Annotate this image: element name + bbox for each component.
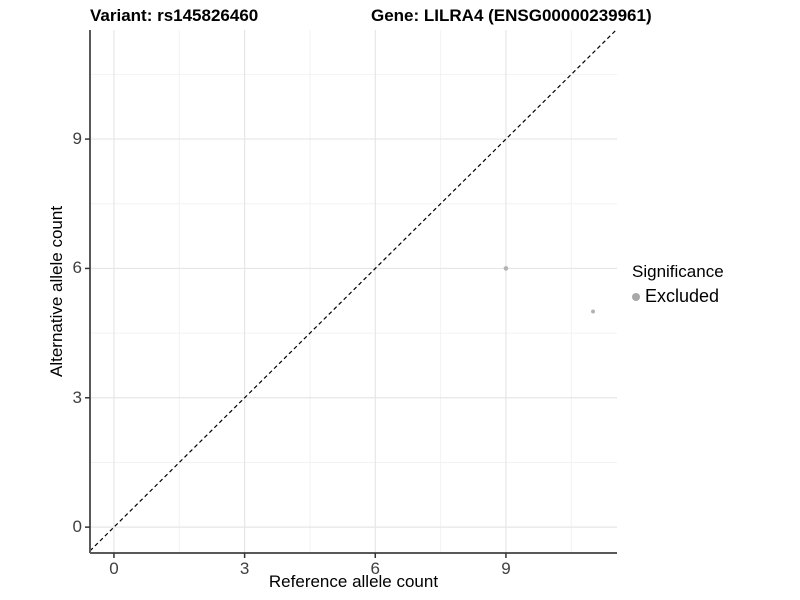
x-tick-label: 0 (109, 559, 119, 578)
y-tick-label: 0 (72, 517, 82, 537)
plot-panel (85, 29, 617, 558)
legend-point-icon (632, 292, 640, 301)
y-tick-label: 3 (72, 387, 82, 407)
legend-item-label: Excluded (645, 286, 720, 306)
legend: Significance Excluded (632, 262, 724, 307)
legend-item-excluded: Excluded (632, 286, 724, 307)
y-tick-label: 9 (72, 129, 82, 149)
identity-line (89, 29, 617, 552)
legend-title: Significance (632, 262, 724, 281)
plot-title-variant: Variant: rs145826460 (90, 6, 259, 25)
plot-title-gene: Gene: LILRA4 (ENSG00000239961) (371, 6, 652, 25)
x-tick-label: 3 (239, 559, 250, 578)
y-axis-title: Alternative allele count (47, 205, 66, 378)
data-point (503, 266, 509, 271)
x-tick-label: 6 (370, 559, 380, 578)
y-tick-label: 6 (72, 258, 82, 278)
x-tick-label: 9 (501, 559, 511, 578)
data-point (591, 309, 596, 314)
x-axis-title: Reference allele count (268, 572, 439, 591)
